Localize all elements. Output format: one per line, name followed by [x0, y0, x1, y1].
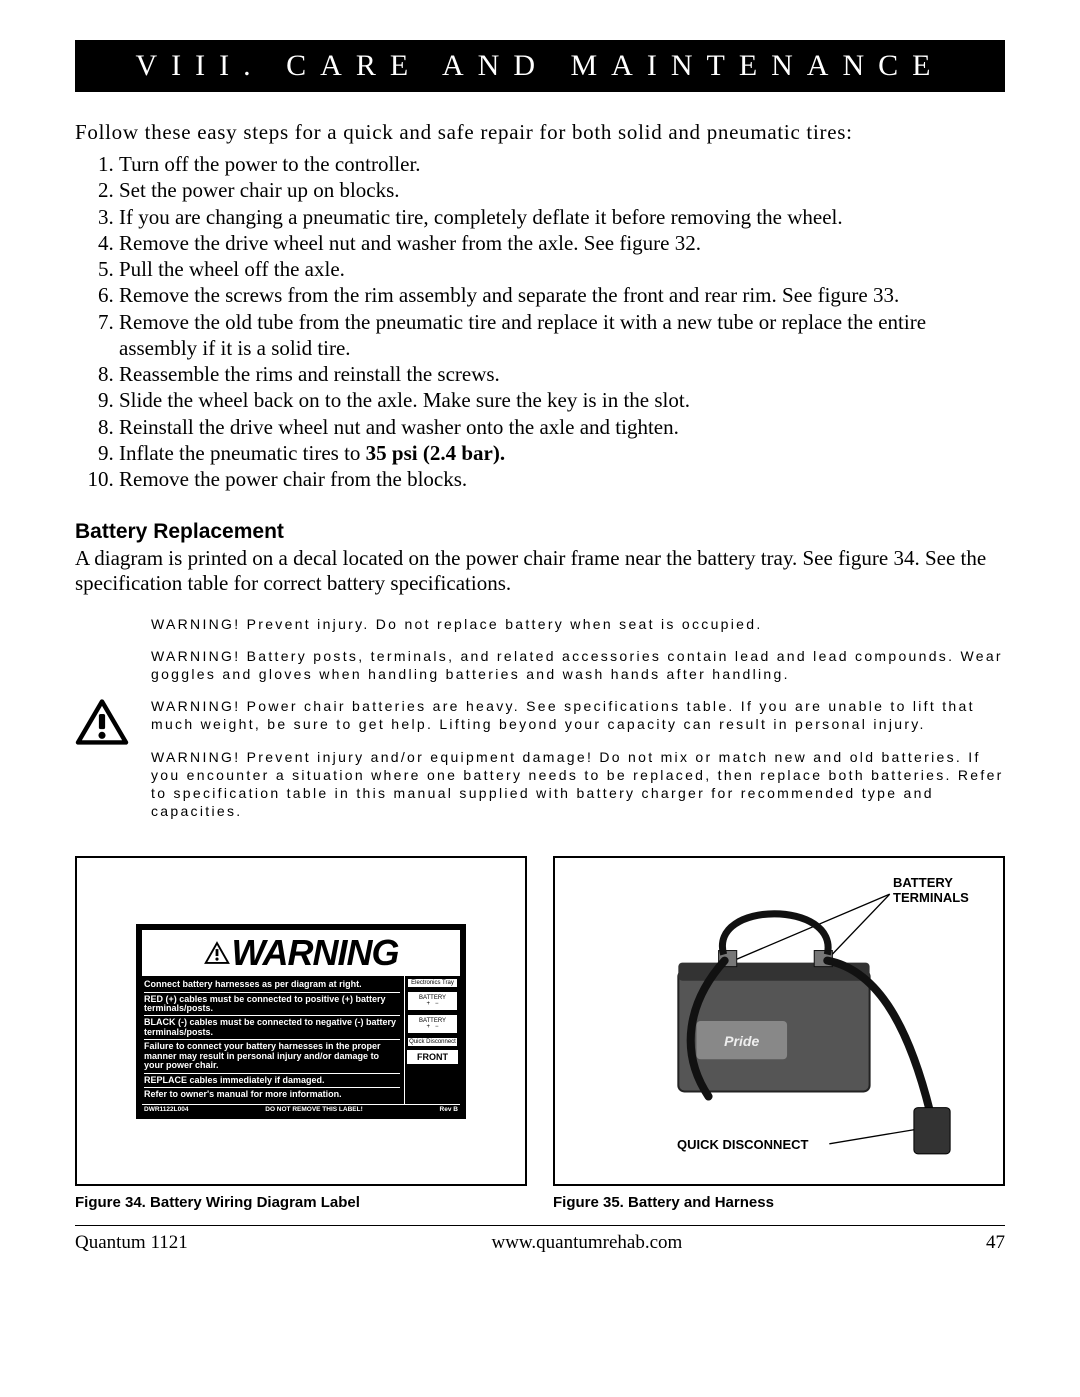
label-footer-right: Rev B: [440, 1106, 458, 1113]
intro-text: Follow these easy steps for a quick and …: [75, 120, 1005, 145]
figure-34-box: WARNING Connect battery harnesses as per…: [75, 856, 527, 1186]
label-row: Refer to owner's manual for more informa…: [144, 1088, 400, 1101]
label-row: RED (+) cables must be connected to posi…: [144, 993, 400, 1017]
warning-label-header-text: WARNING: [232, 932, 399, 974]
warning-label-body: Connect battery harnesses as per diagram…: [142, 976, 460, 1103]
figures-row: WARNING Connect battery harnesses as per…: [75, 856, 1005, 1211]
label-row: Failure to connect your battery harnesse…: [144, 1040, 400, 1073]
footer-center: www.quantumrehab.com: [491, 1232, 682, 1254]
warning-label-header: WARNING: [142, 930, 460, 976]
svg-text:Pride: Pride: [724, 1033, 759, 1049]
footer-rule: [75, 1225, 1005, 1226]
section-body: A diagram is printed on a decal located …: [75, 546, 1005, 596]
step-item: Remove the power chair from the blocks.: [119, 466, 1005, 492]
quick-disconnect-label: QUICK DISCONNECT: [677, 1138, 808, 1152]
steps-list: Turn off the power to the controller. Se…: [75, 151, 1005, 492]
figure-35-box: BATTERY TERMINALS Pride: [553, 856, 1005, 1186]
label-row: Connect battery harnesses as per diagram…: [144, 978, 400, 992]
footer-right: 47: [986, 1232, 1005, 1254]
step-text: Inflate the pneumatic tires to: [119, 441, 366, 465]
battery-figure: BATTERY TERMINALS Pride: [567, 870, 991, 1172]
warning-label-footer: DWR1122L004 DO NOT REMOVE THIS LABEL! Re…: [142, 1104, 460, 1113]
step-item: Reinstall the drive wheel nut and washer…: [119, 414, 1005, 440]
warning-triangle-icon: [75, 698, 129, 751]
section-heading: Battery Replacement: [75, 520, 1005, 544]
figure-35-caption: Figure 35. Battery and Harness: [553, 1194, 1005, 1211]
step-item: Remove the old tube from the pneumatic t…: [119, 309, 1005, 362]
schem-front: FRONT: [407, 1050, 458, 1064]
step-item: Reassemble the rims and reinstall the sc…: [119, 361, 1005, 387]
chapter-title: VIII. CARE AND MAINTENANCE: [75, 40, 1005, 92]
step-item: Slide the wheel back on to the axle. Mak…: [119, 387, 1005, 413]
schem-electronics: Electronics Tray: [407, 978, 458, 988]
battery-svg: Pride: [567, 870, 991, 1172]
label-footer-left: DWR1122L004: [144, 1106, 188, 1113]
warning-paragraph: WARNING! Power chair batteries are heavy…: [151, 697, 1005, 733]
label-row: REPLACE cables immediately if damaged.: [144, 1074, 400, 1088]
footer-left: Quantum 1121: [75, 1232, 188, 1254]
step-item: Remove the screws from the rim assembly …: [119, 282, 1005, 308]
figure-34-container: WARNING Connect battery harnesses as per…: [75, 856, 527, 1211]
figure-34-caption: Figure 34. Battery Wiring Diagram Label: [75, 1194, 527, 1211]
schem-quick: Quick Disconnect: [407, 1037, 458, 1047]
schem-battery: BATTERY+ −: [407, 991, 458, 1011]
step-item: Remove the drive wheel nut and washer fr…: [119, 230, 1005, 256]
step-item: If you are changing a pneumatic tire, co…: [119, 204, 1005, 230]
schem-battery: BATTERY+ −: [407, 1014, 458, 1034]
step-item: Set the power chair up on blocks.: [119, 177, 1005, 203]
warning-label-schematic: Electronics Tray BATTERY+ − BATTERY+ − Q…: [404, 976, 460, 1103]
warnings-text: WARNING! Prevent injury. Do not replace …: [151, 615, 1005, 835]
warning-paragraph: WARNING! Prevent injury. Do not replace …: [151, 615, 1005, 633]
warning-small-icon: [204, 941, 230, 965]
step-bold: 35 psi (2.4 bar).: [366, 441, 505, 465]
step-item: Pull the wheel off the axle.: [119, 256, 1005, 282]
page-footer: Quantum 1121 www.quantumrehab.com 47: [75, 1232, 1005, 1254]
warning-label-left: Connect battery harnesses as per diagram…: [142, 976, 404, 1103]
warning-paragraph: WARNING! Prevent injury and/or equipment…: [151, 748, 1005, 821]
warning-paragraph: WARNING! Battery posts, terminals, and r…: [151, 647, 1005, 683]
figure-35-container: BATTERY TERMINALS Pride: [553, 856, 1005, 1211]
step-item: Turn off the power to the controller.: [119, 151, 1005, 177]
label-footer-mid: DO NOT REMOVE THIS LABEL!: [265, 1106, 363, 1113]
label-row: BLACK (-) cables must be connected to ne…: [144, 1016, 400, 1040]
warning-label-decal: WARNING Connect battery harnesses as per…: [136, 924, 466, 1118]
battery-terminals-label: BATTERY TERMINALS: [893, 876, 983, 905]
warnings-block: WARNING! Prevent injury. Do not replace …: [75, 615, 1005, 835]
step-item: Inflate the pneumatic tires to 35 psi (2…: [119, 440, 1005, 466]
